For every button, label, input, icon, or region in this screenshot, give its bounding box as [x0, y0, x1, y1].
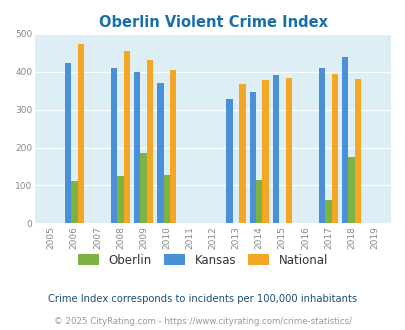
Bar	[147, 60, 153, 223]
Bar	[324, 200, 331, 223]
Bar	[71, 181, 77, 223]
Bar	[124, 51, 130, 223]
Bar	[140, 153, 147, 223]
Bar	[341, 57, 347, 223]
Text: Crime Index corresponds to incidents per 100,000 inhabitants: Crime Index corresponds to incidents per…	[48, 294, 357, 304]
Bar	[256, 180, 262, 223]
Bar	[226, 99, 232, 223]
Bar	[272, 75, 278, 223]
Bar	[117, 176, 124, 223]
Bar	[64, 63, 71, 223]
Bar	[347, 157, 354, 223]
Bar	[134, 72, 140, 223]
Title: Oberlin Violent Crime Index: Oberlin Violent Crime Index	[98, 15, 327, 30]
Bar	[249, 91, 256, 223]
Bar	[239, 84, 245, 223]
Legend: Oberlin, Kansas, National: Oberlin, Kansas, National	[73, 249, 332, 271]
Bar	[77, 44, 84, 223]
Bar	[157, 83, 163, 223]
Bar	[354, 80, 360, 223]
Bar	[163, 175, 170, 223]
Bar	[262, 80, 268, 223]
Bar	[285, 78, 291, 223]
Bar	[111, 68, 117, 223]
Text: © 2025 CityRating.com - https://www.cityrating.com/crime-statistics/: © 2025 CityRating.com - https://www.city…	[54, 317, 351, 326]
Bar	[170, 70, 176, 223]
Bar	[331, 75, 337, 223]
Bar	[318, 68, 324, 223]
